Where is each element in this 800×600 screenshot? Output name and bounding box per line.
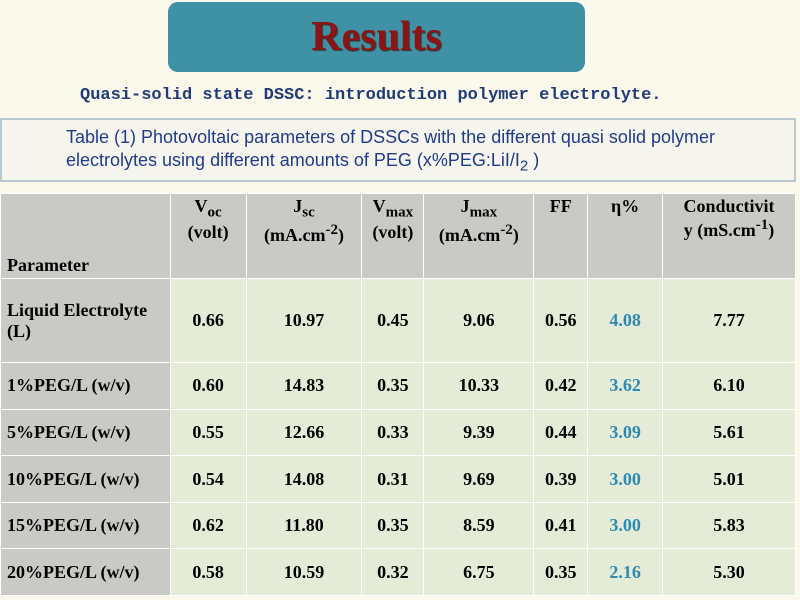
cell: 9.69 [423,455,535,503]
header-sub: max [385,204,414,221]
cell: 0.33 [361,408,425,457]
cell: 5.83 [662,501,796,550]
cell: 12.66 [245,408,363,457]
header-main: J [460,196,470,216]
cell: 0.32 [361,548,425,596]
column-header: FF [533,193,589,279]
table-row: 10%PEG/L (w/v) 0.54 14.08 0.31 9.69 0.39 3.00 5… [0,455,796,503]
row-label: Liquid Electrolyte (L) [0,277,171,364]
row-label: 1%PEG/L (w/v) [0,362,171,410]
caption: Table (1) Photovoltaic parameters of DSS… [0,118,796,182]
cell: 6.10 [662,362,796,410]
header-label: FF [549,196,572,216]
cell: 0.35 [361,501,425,550]
cell: 0.55 [169,408,247,457]
header-unit: (mA.cm [263,224,326,245]
cell: 3.00 [587,501,664,550]
header-main: V [372,196,386,216]
cell: 10.97 [245,277,363,364]
header-sup: -1 [755,217,769,233]
cell: 0.66 [169,277,247,364]
row-label: 5%PEG/L (w/v) [0,408,171,457]
caption-end: ) [528,150,540,170]
header-unit: (volt) [187,221,229,242]
cell: 9.06 [423,277,535,364]
table-row: Liquid Electrolyte (L) 0.66 10.97 0.45 9.06 0… [0,277,796,364]
cell: 0.39 [533,455,589,503]
header-unit: (volt) [372,221,414,242]
header-unit: y (mS.cm [683,220,756,240]
title-box: Results [168,2,585,72]
cell: 9.39 [423,408,535,457]
cell: 3.00 [587,455,664,503]
column-header: Jsc (mA.cm-2) [245,193,363,279]
cell: 5.01 [662,455,796,503]
header-label: η% [611,196,640,216]
cell: 0.41 [533,501,589,550]
row-label: 10%PEG/L (w/v) [0,455,171,503]
cell: 0.56 [533,277,589,364]
cell: 3.62 [587,362,664,410]
subtitle: Quasi-solid state DSSC: introduction pol… [80,86,662,105]
cell: 0.58 [169,548,247,596]
cell: 2.16 [587,548,664,596]
row-label: 15%PEG/L (w/v) [0,501,171,550]
column-header: η% [587,193,664,279]
table-body: Liquid Electrolyte (L) 0.66 10.97 0.45 9.06 0… [0,277,796,596]
header-label: Parameter [7,255,89,275]
column-header: Voc (volt) [169,193,247,279]
cell: 4.08 [587,277,664,364]
cell: 0.45 [361,277,425,364]
header-sub: sc [302,204,315,221]
table-row: 20%PEG/L (w/v) 0.58 10.59 0.32 6.75 0.35 2.16 5… [0,548,796,596]
table-row: 5%PEG/L (w/v) 0.55 12.66 0.33 9.39 0.44 3.09 5.… [0,408,796,457]
cell: 0.35 [533,548,589,596]
header-unit: (mA.cm [438,224,501,245]
table-row: 15%PEG/L (w/v) 0.62 11.80 0.35 8.59 0.41 3.00 5… [0,501,796,550]
row-label: 20%PEG/L (w/v) [0,548,171,596]
header-sup: -2 [325,221,338,238]
cell: 0.62 [169,501,247,550]
cell: 6.75 [423,548,535,596]
cell: 0.54 [169,455,247,503]
cell: 5.30 [662,548,796,596]
header-end: ) [768,220,775,240]
header-main: V [194,196,208,216]
caption-sub: 2 [519,157,529,175]
cell: 10.33 [423,362,535,410]
column-header: Jmax (mA.cm-2) [423,193,535,279]
results-table: Parameter Voc (volt) Jsc (mA.cm-2) Vmax (volt)… [0,193,796,596]
cell: 14.83 [245,362,363,410]
header-sub: max [469,204,498,221]
cell: 0.60 [169,362,247,410]
cell: 0.31 [361,455,425,503]
cell: 0.44 [533,408,589,457]
header-row: Parameter Voc (volt) Jsc (mA.cm-2) Vmax (volt)… [0,193,796,279]
title: Results [311,14,442,60]
cell: 7.77 [662,277,796,364]
header-main: J [293,196,303,216]
cell: 8.59 [423,501,535,550]
header-end: ) [337,224,344,245]
cell: 11.80 [245,501,363,550]
table-row: 1%PEG/L (w/v) 0.60 14.83 0.35 10.33 0.42 3.62 6… [0,362,796,410]
cell: 5.61 [662,408,796,457]
header-main: Conductivit [683,196,775,216]
caption-text: Table (1) Photovoltaic parameters of DSS… [66,127,715,170]
cell: 0.42 [533,362,589,410]
column-header: Vmax (volt) [361,193,425,279]
header-sub: oc [207,204,222,221]
cell: 10.59 [245,548,363,596]
column-header: Parameter [0,193,171,279]
cell: 14.08 [245,455,363,503]
header-end: ) [512,224,519,245]
cell: 3.09 [587,408,664,457]
cell: 0.35 [361,362,425,410]
header-sup: -2 [500,221,513,238]
column-header: Conductivit y (mS.cm-1) [662,193,796,279]
